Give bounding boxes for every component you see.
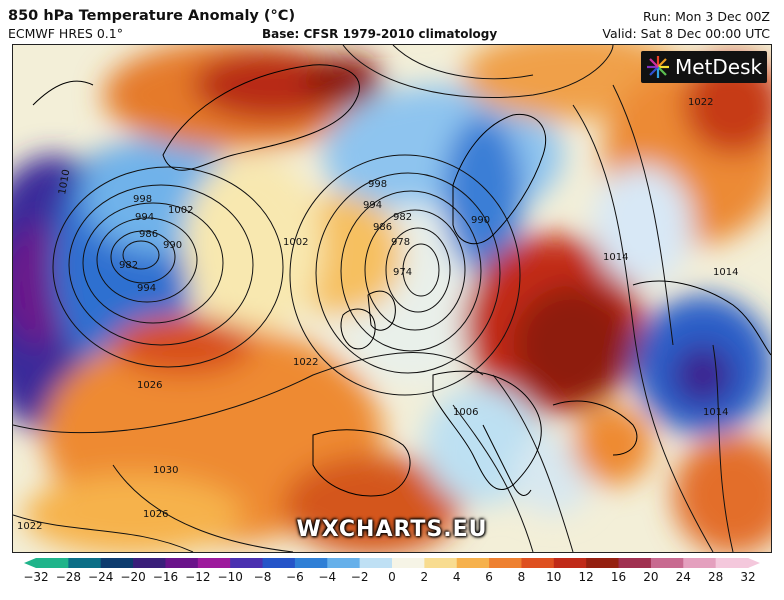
isobar-label: 1026 <box>137 380 162 391</box>
map-canvas: 998 1002 994 986 990 982 994 1010 1002 9… <box>13 45 771 552</box>
colorbar-tick-label: 12 <box>578 570 594 584</box>
colorbar-segment <box>197 558 231 568</box>
colorbar-tick-label: 2 <box>420 570 429 584</box>
base-label: Base: CFSR 1979-2010 climatology <box>262 27 498 41</box>
isobar-label: 1006 <box>453 407 478 418</box>
colorbar-segment <box>586 558 620 568</box>
isobar-label: 1026 <box>143 509 168 520</box>
colorbar-segment <box>553 558 587 568</box>
colorbar-segment <box>424 558 458 568</box>
colorbar-tick-label: 6 <box>485 570 493 584</box>
colorbar-tick-label: 4 <box>452 570 461 584</box>
isobar-label: 978 <box>391 237 410 248</box>
colorbar-tick-label: −20 <box>120 570 146 584</box>
colorbar-segment <box>100 558 134 568</box>
anomaly-map[interactable]: 998 1002 994 986 990 982 994 1010 1002 9… <box>12 44 772 553</box>
colorbar-tick-label: −28 <box>55 570 82 584</box>
isobar-label: 974 <box>393 267 412 278</box>
colorbar-segment <box>456 558 490 568</box>
isobar-label: 982 <box>119 260 138 271</box>
isobar-label: 986 <box>373 222 392 233</box>
isobar-label: 994 <box>135 212 154 223</box>
isobar-label: 998 <box>368 179 387 190</box>
isobar-label: 1014 <box>603 252 628 263</box>
colorbar-segment <box>294 558 328 568</box>
colorbar-tick-label: 8 <box>517 570 526 584</box>
isobar-label: 1022 <box>688 97 713 108</box>
colorbar-tick-label: 24 <box>675 570 691 584</box>
isobar-label: 994 <box>137 283 156 294</box>
isobar-label: 982 <box>393 212 412 223</box>
isobar-label: 1010 <box>57 169 72 196</box>
colorbar-segment <box>327 558 361 568</box>
isobar-label: 1022 <box>293 357 318 368</box>
chart-title: 850 hPa Temperature Anomaly (°C) <box>8 8 296 24</box>
colorbar-segment <box>230 558 264 568</box>
colorbar-segment <box>165 558 199 568</box>
metdesk-logo-icon <box>647 56 669 78</box>
colorbar-tick-label: 32 <box>740 570 756 584</box>
colorbar-tick-label: 16 <box>610 570 627 584</box>
colorbar-tick-label: −2 <box>350 570 369 584</box>
colorbar-segment <box>618 558 652 568</box>
colorbar-segment <box>650 558 684 568</box>
isobar-labels: 998 1002 994 986 990 982 994 1010 1002 9… <box>17 169 738 532</box>
colorbar-tick-label: 28 <box>707 570 724 584</box>
colorbar-segment <box>133 558 167 568</box>
colorbar-segment <box>683 558 717 568</box>
wxcharts-watermark: WXCHARTS.EU <box>296 517 488 542</box>
colorbar-ticks: −32 −28 −24 −20 −16 −12 −10 −8 −6 −4 −2 0 2 4 6 8 10 12 16… <box>0 570 784 590</box>
isobar-label: 990 <box>163 240 182 251</box>
isobar-label: 990 <box>471 215 490 226</box>
isobar-label: 994 <box>363 200 382 211</box>
isobar-label: 1030 <box>153 465 178 476</box>
colorbar-segment <box>715 558 749 568</box>
colorbar-tick-label: −10 <box>217 570 243 584</box>
coastlines-outline <box>32 64 771 497</box>
metdesk-logo-text: MetDesk <box>675 55 763 79</box>
isobar-label: 986 <box>139 229 158 240</box>
colorbar-segment <box>392 558 425 568</box>
colorbar-left-arrow <box>24 558 36 568</box>
colorbar <box>24 558 760 568</box>
isobar-label: 998 <box>133 194 152 205</box>
isobar-lines <box>13 45 734 552</box>
colorbar-tick-label: −24 <box>88 570 114 584</box>
model-label: ECMWF HRES 0.1° <box>8 26 123 41</box>
run-label: Run: Mon 3 Dec 00Z <box>642 9 770 24</box>
colorbar-tick-label: −4 <box>318 570 337 584</box>
colorbar-tick-label: 0 <box>388 570 396 584</box>
colorbar-right-arrow <box>748 558 760 568</box>
colorbar-tick-label: 10 <box>546 570 562 584</box>
colorbar-tick-label: −6 <box>286 570 304 584</box>
isobar-label: 1002 <box>283 237 308 248</box>
anomaly-field <box>13 45 771 552</box>
valid-label: Valid: Sat 8 Dec 00:00 UTC <box>602 26 770 41</box>
colorbar-segment <box>359 558 393 568</box>
colorbar-tick-label: −16 <box>152 570 179 584</box>
colorbar-tick-label: 20 <box>643 570 659 584</box>
isobar-label: 1022 <box>17 521 42 532</box>
colorbar-segment <box>489 558 523 568</box>
colorbar-tick-label: −32 <box>23 570 49 584</box>
isobar-label: 1002 <box>168 205 193 216</box>
colorbar-segment <box>68 558 102 568</box>
colorbar-tick-label: −12 <box>185 570 211 584</box>
isobar-label: 1014 <box>713 267 738 278</box>
isobar-label: 1014 <box>703 407 728 418</box>
metdesk-logo: MetDesk <box>641 51 767 83</box>
colorbar-tick-label: −8 <box>253 570 272 584</box>
colorbar-segment <box>521 558 555 568</box>
colorbar-segment <box>262 558 296 568</box>
colorbar-segment <box>36 558 69 568</box>
